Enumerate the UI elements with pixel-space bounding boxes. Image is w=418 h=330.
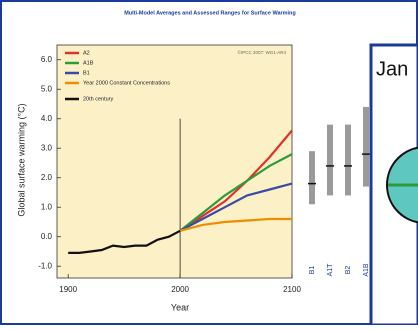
legend-label: A2 — [83, 50, 90, 56]
x-axis-label: Year — [171, 302, 189, 312]
y-tick-label: 0.0 — [41, 232, 53, 241]
x-tick-label: 2000 — [171, 285, 189, 294]
x-tick-label: 2100 — [283, 285, 301, 294]
overlay-text: Jan — [376, 58, 408, 80]
range-bar — [345, 125, 351, 196]
range-label: A1B — [363, 263, 370, 277]
legend-label: A1B — [83, 60, 94, 66]
y-tick-label: 5.0 — [41, 84, 53, 93]
x-tick-label: 1900 — [59, 285, 77, 294]
range-label: A1T — [327, 263, 334, 277]
range-bar — [309, 151, 315, 204]
range-bar — [327, 125, 333, 196]
range-label: B2 — [345, 266, 352, 275]
range-label: B1 — [309, 266, 316, 275]
chart-title: Multi-Model Averages and Assessed Ranges… — [124, 10, 296, 16]
y-tick-label: 2.0 — [41, 173, 53, 182]
legend-label: B1 — [83, 70, 90, 76]
y-tick-label: 4.0 — [41, 114, 53, 123]
annotation: ©IPCC 2007: WG1-AR4 — [238, 49, 287, 55]
screenshot: Multi-Model Averages and Assessed Ranges… — [0, 0, 418, 325]
y-tick-label: -1.0 — [38, 261, 52, 270]
y-axis-label: Global surface warming (°C) — [16, 103, 26, 216]
range-bar — [363, 107, 369, 187]
y-tick-label: 1.0 — [41, 202, 53, 211]
y-tick-label: 3.0 — [41, 143, 53, 152]
page: {"chart_data": {"type": "line", "title":… — [0, 0, 418, 330]
legend-label: Year 2000 Constant Concentrations — [83, 80, 170, 86]
legend-label: 20th century — [83, 96, 114, 102]
overlay-image: Jan — [371, 45, 418, 325]
y-tick-label: 6.0 — [41, 55, 53, 64]
